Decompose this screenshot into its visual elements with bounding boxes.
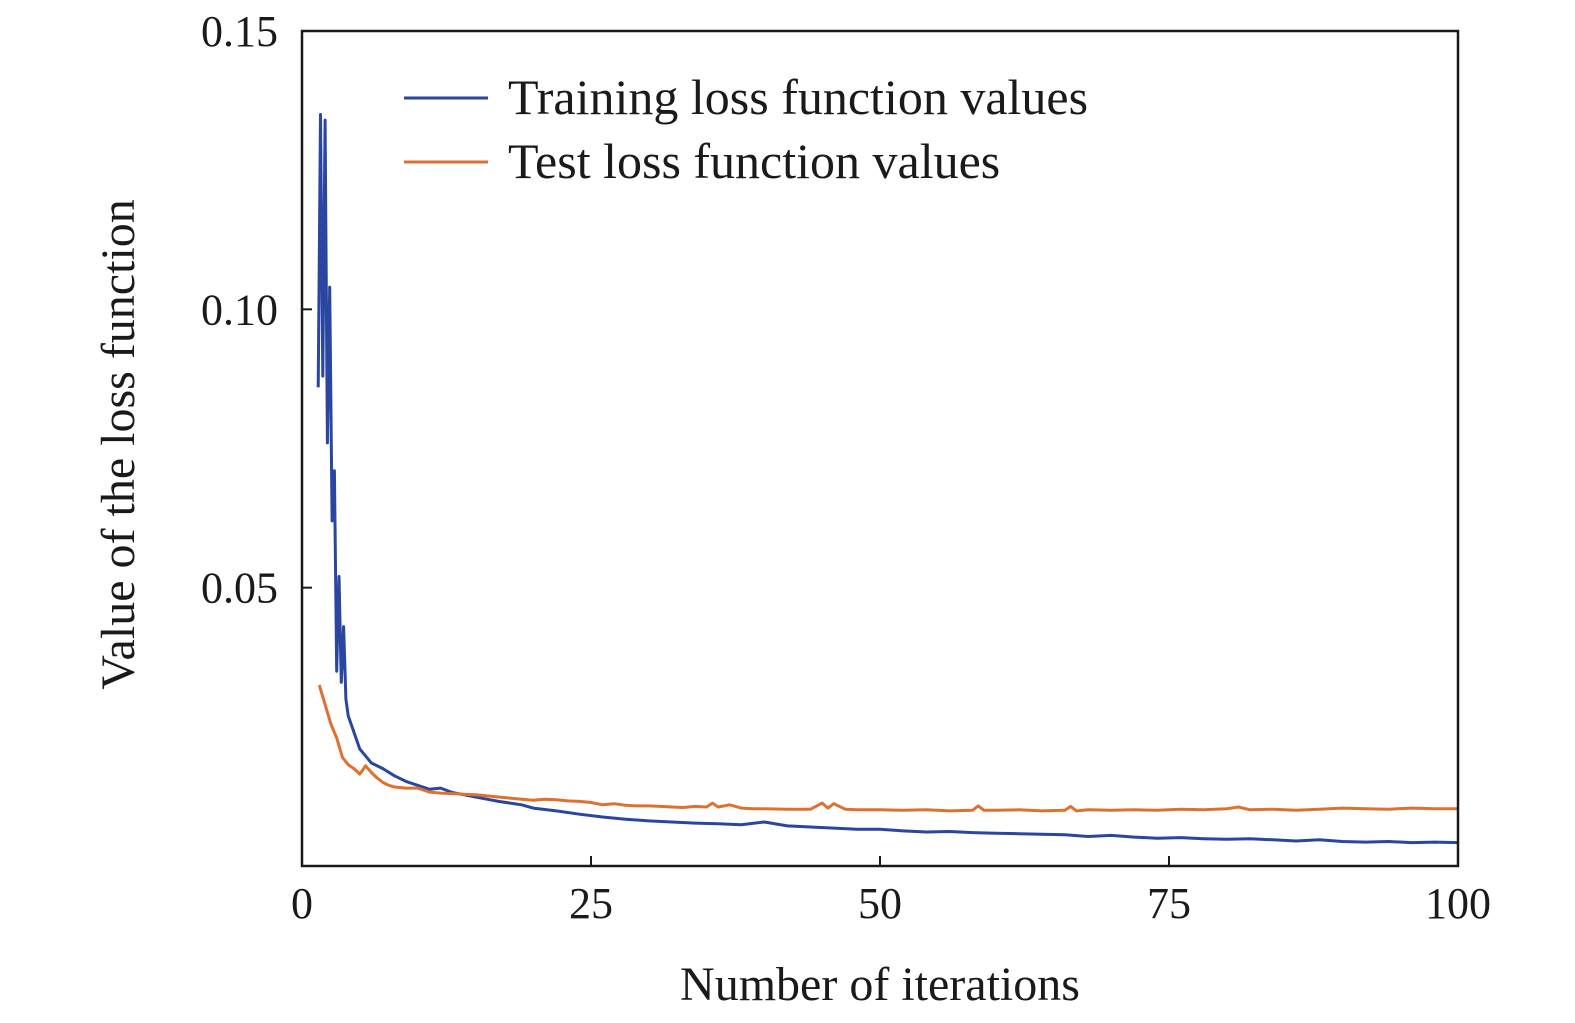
legend-label-test: Test loss function values (508, 133, 1000, 189)
series-line-training (316, 113, 1459, 845)
x-tick-label: 25 (569, 879, 613, 928)
legend-label-training: Training loss function values (508, 69, 1088, 125)
ticks-layer: 0 25 50 75 100 0.05 0.10 0.15 (201, 7, 1491, 928)
x-tick-label: 100 (1425, 879, 1491, 928)
x-tick-label: 50 (858, 879, 902, 928)
x-tick-label: 0 (291, 879, 313, 928)
series-line-test (317, 684, 1458, 813)
x-axis-title: Number of iterations (680, 958, 1080, 1011)
x-tick-label: 75 (1147, 879, 1191, 928)
y-tick-label: 0.10 (201, 285, 278, 334)
y-tick-label: 0.15 (201, 7, 278, 56)
y-tick-label: 0.05 (201, 564, 278, 613)
legend: Training loss function values Test loss f… (404, 69, 1088, 189)
y-axis-title: Value of the loss function (92, 199, 145, 690)
series-layer (316, 113, 1459, 845)
